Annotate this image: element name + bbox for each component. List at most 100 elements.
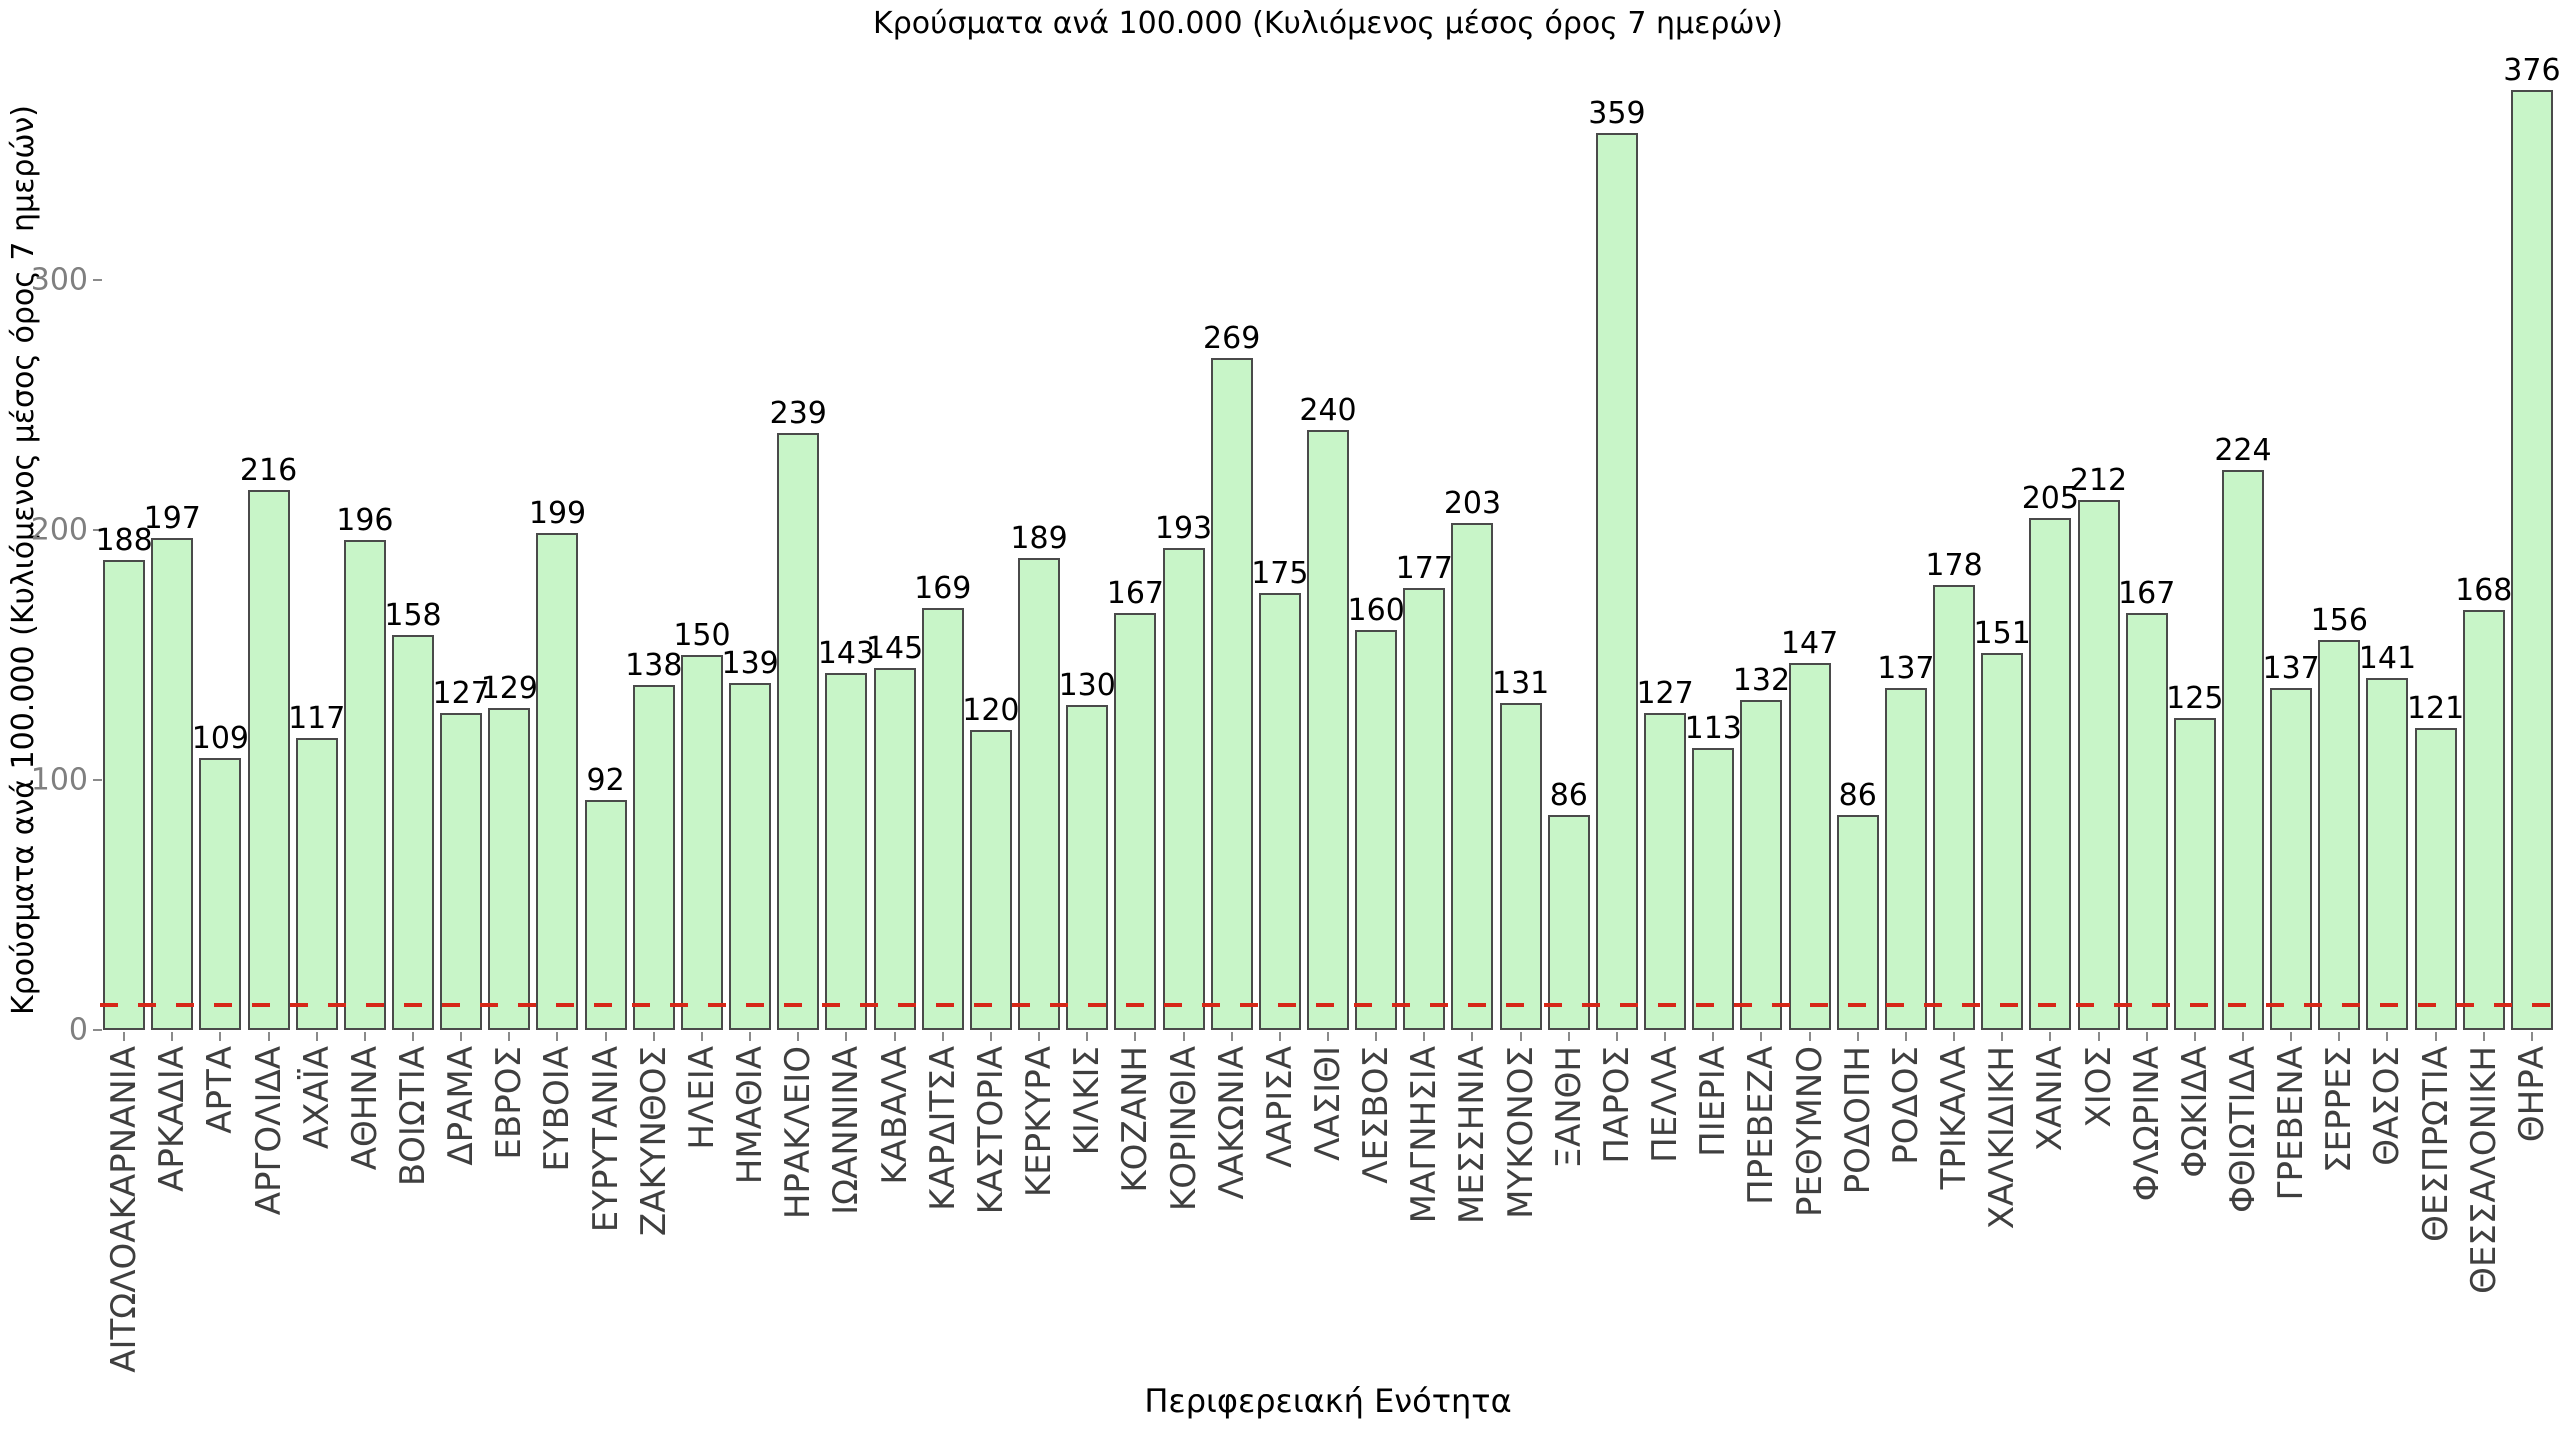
bar-value-label: 189	[1010, 520, 1068, 556]
bar	[873, 667, 916, 1030]
bar-value-label: 150	[673, 618, 731, 653]
bar	[1066, 705, 1109, 1030]
x-tick-label: ΠΡΕΒΕΖΑ	[1741, 1046, 1782, 1205]
bar	[1451, 522, 1494, 1030]
bar-value-label: 129	[480, 670, 538, 706]
x-tick-mark	[749, 1032, 752, 1041]
bar	[1018, 557, 1061, 1030]
x-tick-label: ΙΩΑΝΝΙΝΑ	[826, 1046, 867, 1215]
bar	[2270, 687, 2313, 1030]
bar	[440, 712, 483, 1030]
x-tick-mark	[700, 1032, 703, 1041]
bar-value-label: 158	[384, 598, 442, 633]
bar-value-label: 143	[817, 635, 876, 671]
x-tick-mark	[604, 1032, 607, 1041]
x-tick-label: ΦΘΙΩΤΙΔΑ	[2222, 1046, 2263, 1213]
bar	[2221, 470, 2264, 1030]
bar	[392, 635, 435, 1030]
x-tick-mark	[556, 1032, 559, 1041]
bar-value-label: 376	[2503, 53, 2560, 88]
bar	[151, 537, 194, 1030]
bar	[2318, 640, 2361, 1030]
bar-value-label: 240	[1299, 393, 1357, 428]
x-tick-mark	[267, 1032, 270, 1041]
bar	[247, 490, 290, 1030]
bar	[2173, 717, 2216, 1030]
y-tick-label: 0	[68, 1012, 88, 1048]
x-tick-label: ΜΑΓΝΗΣΙΑ	[1404, 1046, 1445, 1224]
x-tick-mark	[1953, 1032, 1956, 1041]
bar-value-label: 199	[528, 495, 587, 531]
bar	[1547, 815, 1590, 1030]
x-tick-label: ΘΕΣΣΑΛΟΝΙΚΗ	[2463, 1046, 2504, 1294]
bar-value-label: 147	[1780, 625, 1839, 661]
chart-title: Κρούσματα ανά 100.000 (Κυλιόμενος μέσος …	[873, 6, 1783, 41]
bar	[825, 672, 868, 1030]
x-tick-mark	[2001, 1032, 2004, 1041]
x-tick-mark	[1904, 1032, 1907, 1041]
bar-value-label: 137	[1877, 650, 1935, 686]
x-tick-label: ΠΕΛΛΑ	[1645, 1046, 1686, 1163]
x-tick-label: ΜΕΣΣΗΝΙΑ	[1452, 1046, 1493, 1225]
x-tick-label: ΑΘΗΝΑ	[344, 1046, 385, 1171]
bar	[1788, 662, 1831, 1030]
bar	[921, 607, 964, 1030]
x-tick-label: ΦΩΚΙΔΑ	[2174, 1046, 2215, 1178]
x-tick-mark	[893, 1032, 896, 1041]
x-tick-label: ΛΑΚΩΝΙΑ	[1211, 1046, 1252, 1200]
bar-value-label: 139	[721, 645, 779, 681]
x-tick-mark	[460, 1032, 463, 1041]
x-tick-label: ΚΑΡΔΙΤΣΑ	[922, 1046, 963, 1211]
x-tick-mark	[1567, 1032, 1570, 1041]
bar	[199, 757, 242, 1030]
bar-value-label: 141	[2358, 640, 2417, 676]
bar-value-label: 169	[914, 570, 972, 606]
bar-value-label: 86	[1549, 778, 1588, 813]
x-tick-label: ΖΑΚΥΝΘΟΣ	[633, 1046, 674, 1237]
bar	[1692, 747, 1735, 1030]
x-tick-mark	[412, 1032, 415, 1041]
bar	[2462, 610, 2505, 1030]
x-tick-label: ΕΥΡΥΤΑΝΙΑ	[585, 1046, 626, 1233]
x-tick-mark	[1230, 1032, 1233, 1041]
x-tick-label: ΑΙΤΩΛΟΑΚΑΡΝΑΝΙΑ	[104, 1046, 145, 1373]
x-tick-label: ΓΡΕΒΕΝΑ	[2271, 1046, 2312, 1201]
x-tick-label: ΧΑΝΙΑ	[2030, 1046, 2071, 1152]
y-tick-mark	[93, 1029, 102, 1031]
bar	[1355, 630, 1398, 1030]
bar	[1933, 585, 1976, 1030]
x-tick-mark	[1182, 1032, 1185, 1041]
bar-value-label: 127	[432, 675, 490, 711]
x-tick-mark	[2049, 1032, 2052, 1041]
x-tick-mark	[2530, 1032, 2533, 1041]
bar	[1162, 547, 1205, 1030]
x-tick-label: ΠΙΕΡΙΑ	[1693, 1046, 1734, 1157]
bar-value-label: 120	[962, 693, 1020, 728]
x-tick-mark	[845, 1032, 848, 1041]
x-tick-mark	[2386, 1032, 2389, 1041]
bar	[1644, 712, 1687, 1030]
bar	[2029, 517, 2072, 1030]
x-tick-label: ΑΡΓΟΛΙΔΑ	[248, 1046, 289, 1216]
bar	[680, 655, 723, 1030]
bar-value-label: 121	[2406, 690, 2465, 726]
bar-value-label: 359	[1588, 95, 1646, 131]
y-tick-label: 300	[30, 262, 88, 298]
x-tick-mark	[1519, 1032, 1522, 1041]
bar	[1884, 687, 1927, 1030]
x-tick-label: ΡΟΔΟΠΗ	[1837, 1046, 1878, 1195]
x-tick-mark	[1278, 1032, 1281, 1041]
bar-value-label: 168	[2455, 573, 2513, 608]
x-tick-label: ΛΑΡΙΣΑ	[1259, 1046, 1300, 1168]
bar	[2125, 612, 2168, 1030]
y-tick-label: 100	[30, 762, 88, 798]
x-tick-label: ΡΟΔΟΣ	[1885, 1046, 1926, 1165]
bar	[1981, 652, 2024, 1030]
y-tick-mark	[93, 279, 102, 281]
bar-value-label: 224	[2214, 433, 2272, 468]
bar-value-label: 156	[2310, 603, 2368, 638]
x-axis-title: Περιφερειακή Ενότητα	[1144, 1382, 1512, 1420]
threshold-line	[100, 1003, 2556, 1007]
bar-value-label: 216	[239, 453, 298, 488]
bar-value-label: 197	[143, 500, 201, 536]
